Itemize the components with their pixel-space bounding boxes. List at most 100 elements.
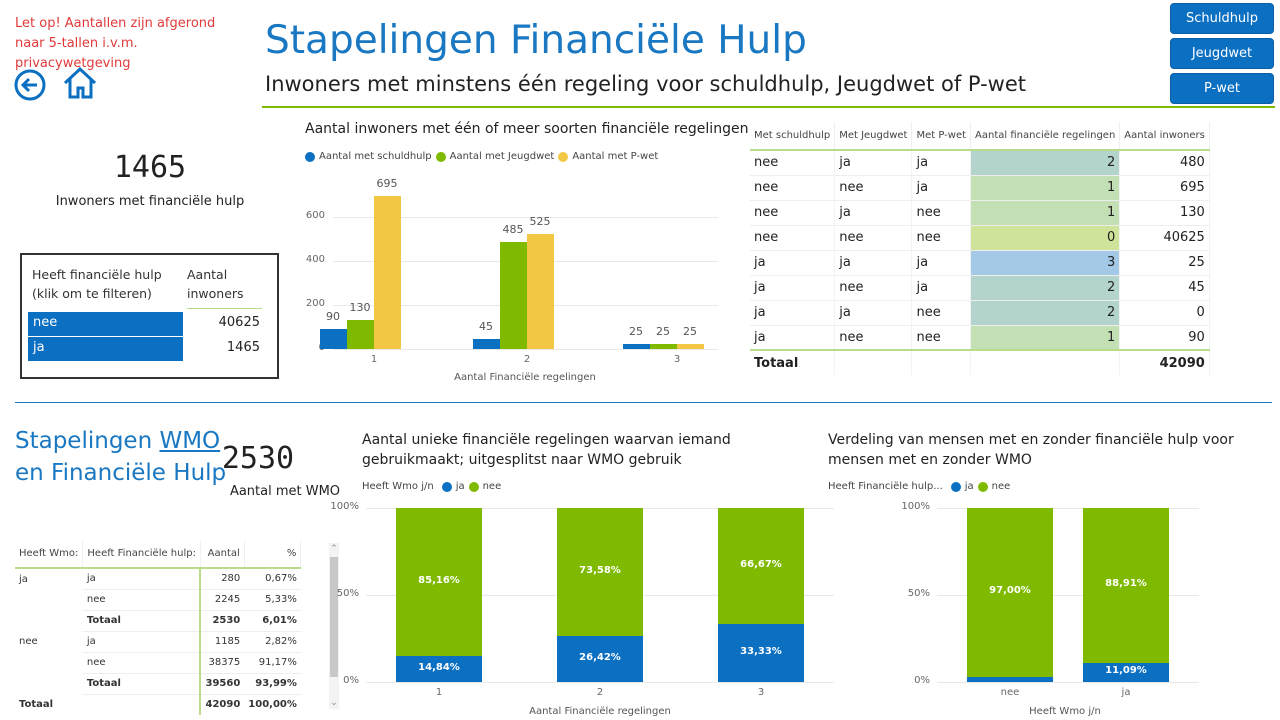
slicer-row-nee[interactable]: nee 40625 [28,312,260,336]
table-cell: ja [834,150,913,176]
legend-dot [977,481,988,492]
financial-help-slicer-table: Heeft financiële hulp (klik om te filter… [20,253,279,379]
back-arrow-icon[interactable] [14,69,46,101]
wmo-link[interactable]: WMO [159,428,221,454]
column-header[interactable]: Met schuldhulp [750,122,836,151]
y-tick-label: 50% [336,588,359,599]
bar-aantal-met-schuldhulp[interactable] [472,339,500,349]
column-header[interactable]: Aantal inwoners [1119,122,1210,151]
table-row: nee ja ja 2 480 [750,150,1210,176]
table-cell: nee [750,200,836,226]
title-divider [262,106,1275,108]
scroll-down-icon[interactable]: ⌄ [330,698,338,708]
bar-aantal-met-schuldhulp[interactable] [622,343,650,349]
bar-segment-nee[interactable]: 73,58% [557,508,643,637]
table-cell: nee [82,589,202,611]
column-header[interactable]: Aantal financiële regelingen [970,122,1121,151]
column-header[interactable]: Met P-wet [911,122,972,151]
bar-aantal-met-jeugdwet[interactable] [346,320,374,349]
column-header[interactable]: % [244,540,302,569]
legend-dot [305,151,315,162]
bar-segment-ja[interactable]: 26,42% [557,636,643,682]
table-cell: ja [82,631,202,653]
column-header[interactable]: Heeft Wmo: [15,540,84,569]
chart1-xlabel: Aantal Financiële regelingen [454,372,596,383]
gridline [366,682,834,683]
wmo-title-text-2: en Financiële Hulp [15,460,227,486]
bar-aantal-met-p-wet[interactable] [373,196,401,349]
slicer-header-count[interactable]: Aantal inwoners [187,265,262,309]
chart3-title: Verdeling van mensen met en zonder finan… [828,432,1234,468]
page-subtitle: Inwoners met minstens één regeling voor … [265,72,1027,96]
legend-label[interactable]: ja [964,481,974,492]
table-cell [970,349,1121,375]
legend-label[interactable]: nee [991,481,1011,492]
bar-aantal-met-p-wet[interactable] [676,343,704,349]
legend-label[interactable]: ja [455,481,465,492]
bar-aantal-met-jeugdwet[interactable] [649,343,677,349]
chart1-legend: Aantal met schuldhulp Aantal met Jeugdwe… [305,151,658,162]
segment-label: 26,42% [579,652,621,663]
data-label: 695 [376,177,398,191]
bar-segment-ja[interactable]: 14,84% [396,656,482,682]
table-cell: ja [834,300,913,326]
bar-segment-nee[interactable]: 66,67% [718,508,804,624]
y-tick-label: 0% [343,675,359,686]
bar-aantal-met-p-wet[interactable] [526,233,554,349]
bar-segment-ja[interactable] [967,676,1053,682]
slicer-key[interactable]: ja [28,337,183,361]
column-header[interactable]: Met Jeugdwet [834,122,913,151]
slicer-row-ja[interactable]: ja 1465 [28,337,260,361]
bar-aantal-met-schuldhulp[interactable] [319,329,347,349]
legend-dot [950,481,961,492]
slicer-header-help[interactable]: Heeft financiële hulp (klik om te filter… [32,267,162,301]
bar-segment-nee[interactable]: 85,16% [396,508,482,657]
table-cell: 1 [970,200,1121,226]
table-cell: Totaal [750,349,836,375]
p-wet-button[interactable]: P-wet [1170,73,1274,104]
wmo-table-scrollbar[interactable]: ⌃ ⌄ [329,543,339,709]
data-label: 25 [629,324,643,338]
bar-segment-ja[interactable]: 33,33% [718,624,804,682]
bar-segment-ja[interactable]: 11,09% [1083,662,1169,682]
regelingen-table: Met schuldhulp Met Jeugdwet Met P-wet Aanta… [750,122,1210,375]
segment-label: 73,58% [579,565,621,576]
table-cell: nee [834,275,913,301]
table-cell: 480 [1119,150,1210,176]
table-cell: nee [750,150,836,176]
legend-label[interactable]: Aantal met schuldhulp [319,151,432,162]
table-cell: nee [834,175,913,201]
table-cell: 91,17% [244,652,301,674]
table-row: Totaal 39560 93,99% [15,673,301,695]
scroll-up-icon[interactable]: ⌃ [330,544,338,554]
table-cell: ja [834,200,913,226]
gridline [333,349,718,350]
table-cell: Totaal [82,610,202,632]
slicer-key[interactable]: nee [28,312,183,336]
y-tick-label: 600 [305,210,325,221]
segment-label: 11,09% [1105,665,1147,677]
legend-title: Heeft Wmo j/n [362,481,434,492]
bar-segment-nee[interactable]: 97,00% [967,508,1053,677]
table-row: ja ja ja 3 25 [750,250,1210,276]
column-header[interactable]: Heeft Financiële hulp: [82,540,201,569]
chart1-title: Aantal inwoners met één of meer soorten … [305,121,749,137]
scroll-thumb[interactable] [330,557,338,677]
table-row: nee nee nee 0 40625 [750,225,1210,251]
column-header[interactable]: Aantal [200,540,245,569]
wmo-table: Heeft Wmo: Heeft Financiële hulp: Aantal% … [15,540,302,715]
table-cell: nee [750,175,836,201]
table-row: nee 2245 5,33% [15,589,301,611]
legend-label[interactable]: Aantal met P-wet [572,151,659,162]
legend-label[interactable]: Aantal met Jeugdwet [449,151,555,162]
home-icon[interactable] [62,66,98,100]
legend-label[interactable]: nee [482,481,502,492]
x-tick-label: nee [1000,687,1020,698]
segment-label: 33,33% [740,645,782,657]
bar-aantal-met-jeugdwet[interactable] [499,242,527,349]
schuldhulp-button[interactable]: Schuldhulp [1170,3,1274,34]
wmo-title-text: Stapelingen [15,428,160,454]
jeugdwet-button[interactable]: Jeugdwet [1170,38,1274,69]
bar-segment-nee[interactable]: 88,91% [1083,508,1169,663]
table-cell: 2 [970,300,1121,326]
